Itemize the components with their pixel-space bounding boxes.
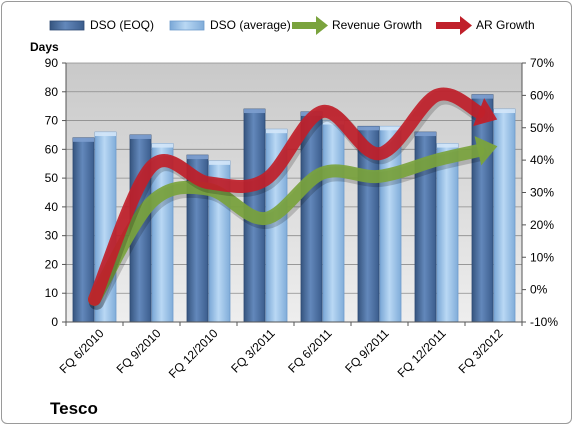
bar-cap <box>266 129 287 134</box>
ar-growth-line <box>88 87 486 306</box>
y-right-tick-label: 10% <box>530 250 554 264</box>
y-left-tick-label: 50 <box>45 171 59 185</box>
bar-cap <box>187 155 208 160</box>
legend-label-ar-growth: AR Growth <box>476 18 535 32</box>
y-right-tick-label: 60% <box>530 88 554 102</box>
ar-growth-arrowhead <box>473 98 498 127</box>
legend-label-revenue-growth: Revenue Growth <box>332 18 422 32</box>
x-tick-label: FQ 3/2011 <box>228 326 278 376</box>
y-left-tick-label: 90 <box>45 56 59 70</box>
bar-cap <box>244 109 265 114</box>
revenue-growth-line <box>88 144 485 306</box>
bar-cap <box>152 143 173 148</box>
y-left-axis-title: Days <box>30 40 59 54</box>
bar-cap <box>323 120 344 125</box>
x-tick-label: FQ 3/2012 <box>456 326 506 376</box>
y-left-tick-label: 40 <box>45 200 59 214</box>
y-left-tick-label: 20 <box>45 257 59 271</box>
bar-cap <box>494 109 515 114</box>
x-tick-label: FQ 12/2010 <box>166 326 221 381</box>
bar-dso-average--4 <box>322 120 345 323</box>
bar-cap <box>209 160 230 165</box>
y-left-tick-label: 10 <box>45 286 59 300</box>
y-right-tick-label: -10% <box>530 315 558 329</box>
x-tick-label: FQ 12/2011 <box>395 326 449 380</box>
legend-swatch-ar-growth <box>436 22 460 29</box>
y-right-tick-label: 70% <box>530 56 554 70</box>
bar-cap <box>130 134 151 139</box>
y-left-tick-label: 80 <box>45 85 59 99</box>
y-right-tick-label: 40% <box>530 153 554 167</box>
y-left-tick-label: 70 <box>45 114 59 128</box>
x-tick-label: FQ 9/2010 <box>114 326 164 376</box>
bar-dso-average--7 <box>493 108 516 323</box>
bar-cap <box>472 94 493 99</box>
bar-cap <box>437 143 458 148</box>
y-right-tick-label: 30% <box>530 186 554 200</box>
legend-swatch-dso-average- <box>169 20 205 31</box>
bar-cap <box>358 126 379 131</box>
x-tick-label: FQ 9/2011 <box>342 326 392 376</box>
company-label: Tesco <box>50 399 98 418</box>
legend-label-dso-eoq-: DSO (EOQ) <box>90 18 154 32</box>
growth-lines <box>88 87 498 310</box>
bar-cap <box>95 132 116 137</box>
legend: DSO (EOQ) DSO (average) Revenue Growth AR G… <box>49 16 535 35</box>
legend-swatch-dso-eoq- <box>49 20 85 31</box>
y-left-tick-label: 30 <box>45 229 59 243</box>
y-left-tick-label: 60 <box>45 142 59 156</box>
revenue-growth-arrowhead <box>474 136 498 166</box>
bar-cap <box>73 137 94 142</box>
legend-label-dso-average-: DSO (average) <box>210 18 291 32</box>
bar-dso-eoq--7 <box>471 94 494 323</box>
y-right-tick-label: 0% <box>530 283 548 297</box>
bar-cap <box>415 132 436 137</box>
x-tick-label: FQ 6/2010 <box>57 326 107 376</box>
bar-cap <box>380 126 401 131</box>
legend-arrowhead-ar-growth <box>460 16 472 35</box>
x-tick-label: FQ 6/2011 <box>285 326 335 376</box>
y-right-tick-label: 20% <box>530 218 554 232</box>
legend-swatch-revenue-growth <box>292 22 316 29</box>
y-right-tick-label: 50% <box>530 121 554 135</box>
legend-arrowhead-revenue-growth <box>316 16 328 35</box>
y-left-tick-label: 0 <box>51 315 58 329</box>
